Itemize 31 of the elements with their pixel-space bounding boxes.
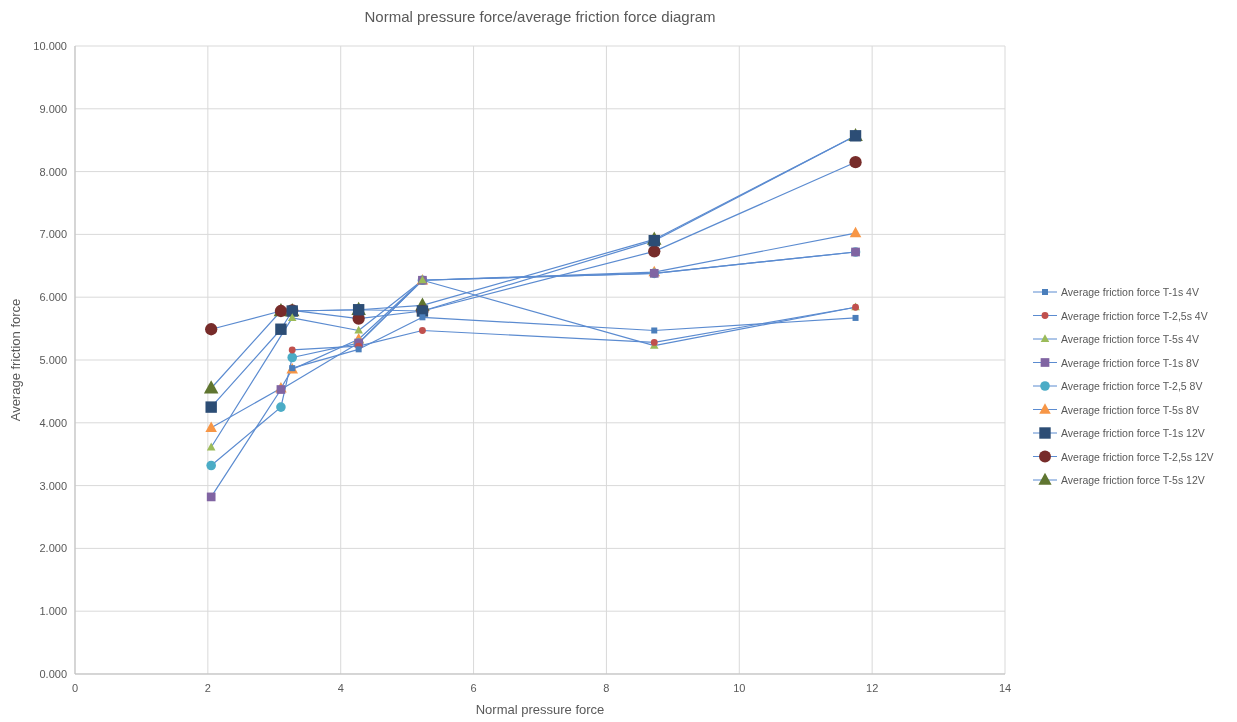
- legend-label: Average friction force T-1s 8V: [1061, 356, 1199, 369]
- y-tick-label: 2.000: [39, 542, 67, 555]
- y-tick-label: 10.000: [33, 40, 67, 52]
- x-tick-label: 14: [998, 682, 1012, 694]
- x-tick-label: 8: [603, 682, 610, 694]
- x-tick-label: 12: [866, 682, 879, 694]
- y-tick-label: 0.000: [39, 668, 67, 680]
- legend-label: Average friction force T-1s 4V: [1061, 286, 1199, 298]
- legend-label: Average friction force T-5s 4V: [1061, 333, 1199, 345]
- x-axis-title: Normal pressure force: [475, 702, 605, 717]
- x-tick-label: 6: [470, 682, 477, 694]
- legend-label: Average friction force T-5s 8V: [1061, 403, 1199, 416]
- y-tick-label: 7.000: [39, 228, 67, 241]
- y-tick-label: 8.000: [39, 165, 67, 178]
- legend-label: Average friction force T-5s 12V: [1061, 474, 1205, 486]
- x-tick-label: 4: [337, 682, 344, 694]
- legend-label: Average friction force T-2,5 8V: [1061, 380, 1203, 392]
- y-tick-label: 3.000: [39, 479, 67, 492]
- x-tick-label: 0: [71, 682, 79, 694]
- y-tick-label: 6.000: [39, 291, 67, 304]
- chart-title: Normal pressure force/average friction force diagram: [364, 8, 716, 25]
- legend-label: Average friction force T-2,5s 4V: [1061, 309, 1208, 322]
- y-tick-label: 5.000: [39, 354, 67, 366]
- y-axis-title: Average friction force: [8, 298, 23, 422]
- legend-label: Average friction force T-1s 12V: [1061, 427, 1205, 439]
- legend-label: Average friction force T-2,5s 12V: [1061, 450, 1214, 463]
- y-tick-label: 9.000: [39, 102, 67, 115]
- x-tick-label: 2: [204, 682, 211, 694]
- x-tick-label: 10: [733, 682, 746, 694]
- y-tick-label: 4.000: [39, 416, 67, 429]
- y-tick-label: 1.000: [39, 605, 67, 618]
